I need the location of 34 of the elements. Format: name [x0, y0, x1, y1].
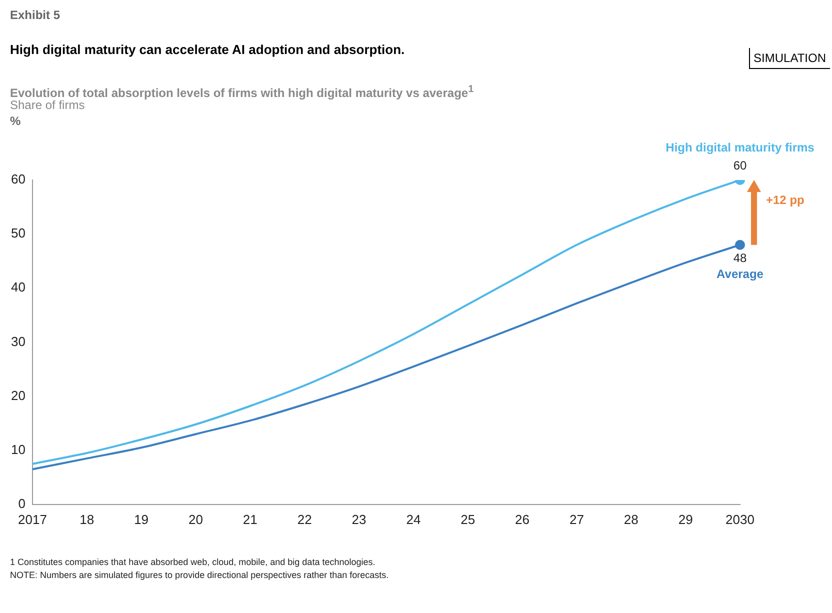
y-tick-label: 30 — [10, 334, 26, 349]
text: SIMULATION — [748, 48, 830, 69]
text: +12 pp — [766, 192, 804, 207]
x-tick-label: 20 — [188, 512, 203, 527]
y-tick-label: 20 — [10, 388, 26, 403]
series-label: Average — [716, 267, 764, 282]
y-axis-title: % — [10, 114, 21, 128]
text: 1 Constitutes companies that have absorbed web, cloud, mobile, and big data technologies. — [10, 557, 376, 567]
text: NOTE: Numbers are simulated figures to provide directional perspectives rather than forecasts. — [10, 570, 389, 580]
y-tick-label: 60 — [10, 172, 26, 187]
text: Share of firms — [10, 98, 85, 112]
x-tick-label: 2017 — [18, 512, 47, 527]
y-tick-label: 40 — [10, 280, 26, 295]
text: Exhibit 5 — [10, 8, 60, 22]
x-tick-label: 22 — [297, 512, 312, 527]
x-tick-label: 29 — [678, 512, 693, 527]
text: High digital maturity firms — [666, 140, 815, 154]
chart-title: High digital maturity can accelerate AI adoption and absorption. — [10, 42, 405, 57]
y-tick-label: 0 — [18, 496, 26, 511]
x-tick-label: 23 — [352, 512, 366, 527]
x-tick-label: 21 — [242, 512, 258, 527]
x-tick-label: 26 — [515, 512, 530, 527]
x-tick-label: 24 — [406, 512, 421, 527]
x-tick-label: 18 — [80, 512, 94, 527]
x-tick-label: 27 — [569, 512, 584, 527]
x-tick-label: 28 — [624, 512, 638, 527]
x-tick-label: 2030 — [726, 512, 754, 527]
x-tick-label: 25 — [460, 512, 476, 527]
y-tick-label: 50 — [10, 226, 26, 241]
chart-subtitle: Evolution of total absorption levels of firms with high digital maturity vs average$^{1}$ — [10, 83, 474, 100]
data-label: 60 — [733, 158, 747, 172]
data-label: 48 — [733, 251, 747, 266]
x-tick-label: 19 — [134, 512, 149, 527]
y-tick-label: 10 — [10, 442, 26, 457]
